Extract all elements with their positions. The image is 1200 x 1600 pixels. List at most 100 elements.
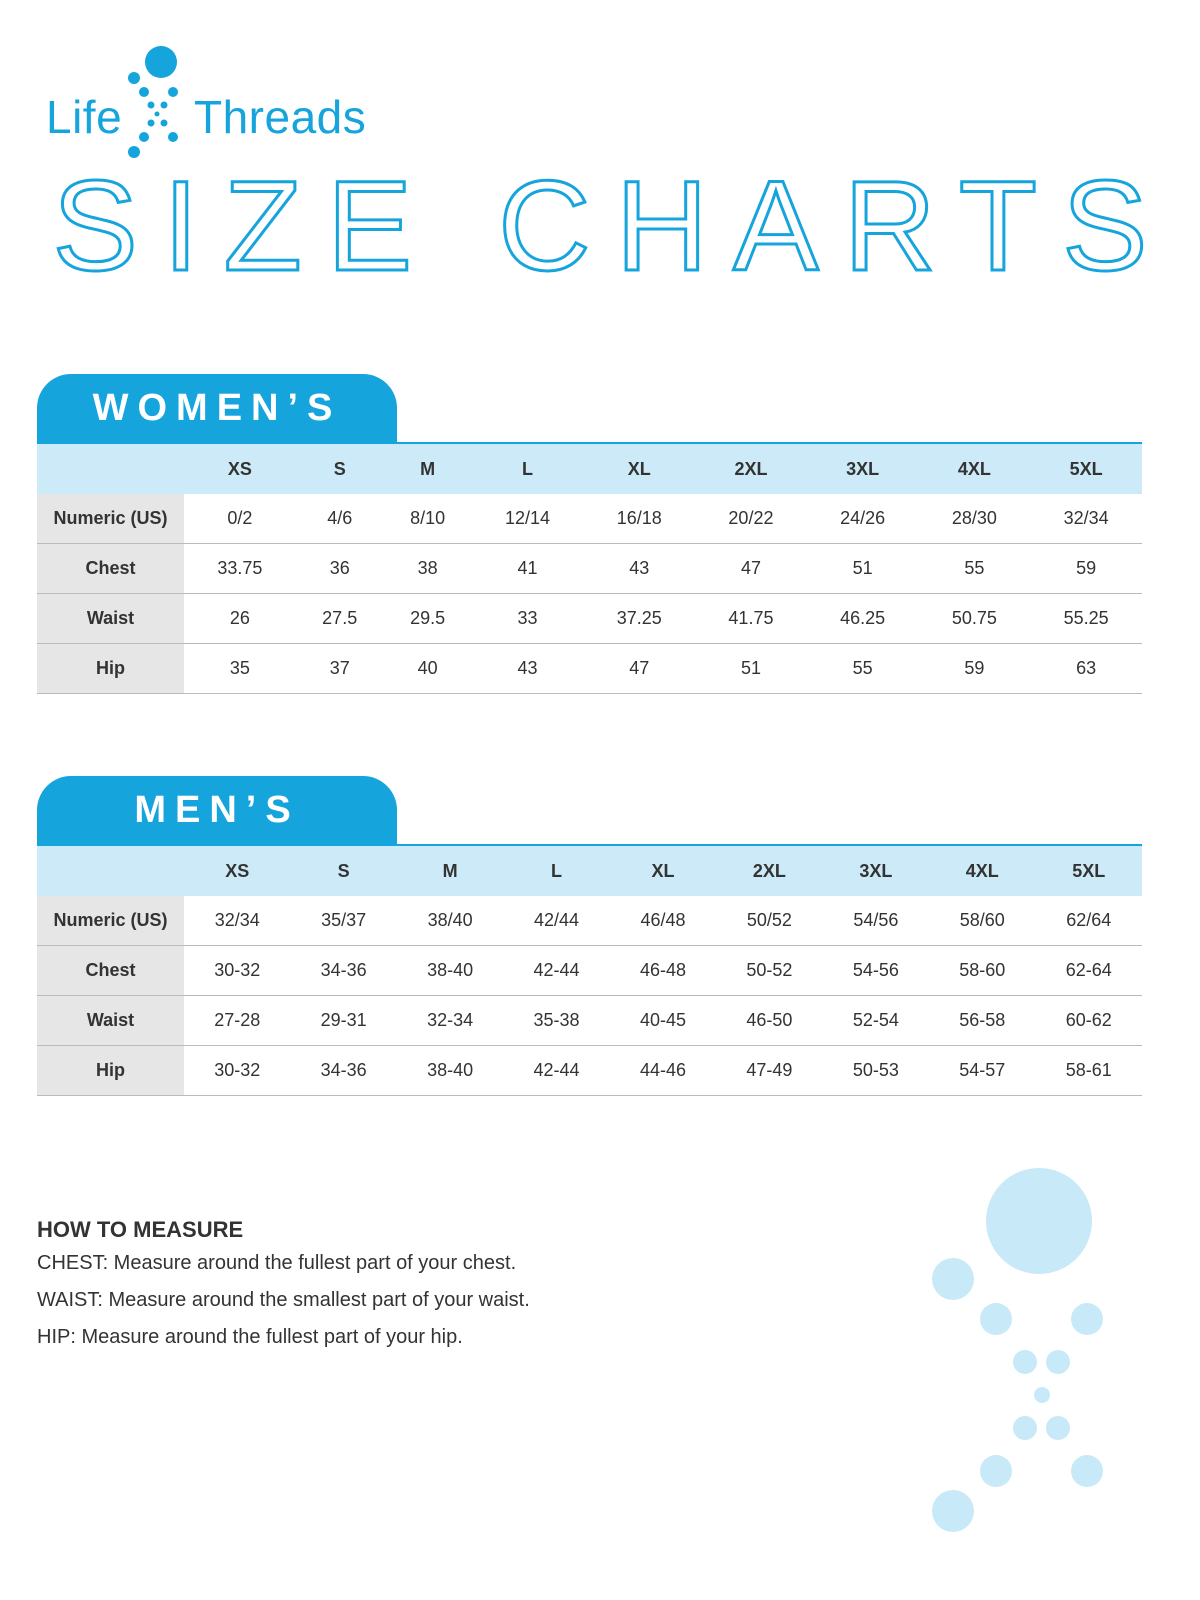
table-row: Hip 30-32 34-36 38-40 42-44 44-46 47-49 50-53 54… — [37, 1045, 1142, 1096]
measurement-cell: 12/14 — [471, 494, 584, 544]
measurement-cell: 37 — [295, 643, 384, 694]
measurement-cell: 50-52 — [716, 945, 823, 996]
measurement-cell: 55 — [918, 543, 1031, 594]
womens-table: XS S M L XL 2XL 3XL 4XL 5XL Numeric (US) 0/2 4/6 8/… — [37, 442, 1142, 694]
measurement-cell: 47 — [583, 643, 696, 694]
table-row: Chest 33.75 36 38 41 43 47 51 55 59 — [37, 543, 1142, 594]
measurement-cell: 59 — [1030, 543, 1142, 594]
size-header: 3XL — [822, 845, 930, 896]
measurement-cell: 42/44 — [503, 896, 610, 946]
size-header: S — [290, 845, 397, 896]
measurement-cell: 27.5 — [295, 593, 384, 644]
row-label: Hip — [37, 1045, 184, 1096]
measurement-cell: 29-31 — [290, 995, 397, 1046]
measurement-cell: 46-48 — [609, 945, 717, 996]
measurement-cell: 38-40 — [396, 945, 504, 996]
measurement-cell: 59 — [918, 643, 1031, 694]
table-row: Chest 30-32 34-36 38-40 42-44 46-48 50-52 54-56… — [37, 945, 1142, 996]
page-title: SIZE CHARTS — [51, 160, 1149, 290]
measurement-cell: 46/48 — [609, 896, 717, 946]
measurement-cell: 36 — [295, 543, 384, 594]
table-row: Hip 35 37 40 43 47 51 55 59 63 — [37, 643, 1142, 694]
row-label: Numeric (US) — [37, 494, 184, 544]
measurement-cell: 27-28 — [184, 995, 291, 1046]
measure-waist: WAIST: Measure around the smallest part … — [37, 1289, 530, 1311]
measurement-cell: 38 — [383, 543, 472, 594]
measurement-cell: 50/52 — [716, 896, 823, 946]
size-header: S — [295, 443, 384, 494]
table-row: Numeric (US) 0/2 4/6 8/10 12/14 16/18 20/22 24/… — [37, 494, 1142, 544]
measurement-cell: 58/60 — [929, 896, 1036, 946]
measurement-cell: 30-32 — [184, 1045, 291, 1096]
measurement-cell: 60-62 — [1035, 995, 1142, 1046]
measurement-cell: 50-53 — [822, 1045, 930, 1096]
measurement-cell: 42-44 — [503, 1045, 610, 1096]
size-header: L — [471, 443, 584, 494]
measurement-cell: 51 — [806, 543, 919, 594]
measurement-cell: 34-36 — [290, 945, 397, 996]
row-label: Chest — [37, 945, 184, 996]
row-label: Hip — [37, 643, 184, 694]
size-header: 2XL — [716, 845, 823, 896]
svg-text:SIZE CHARTS: SIZE CHARTS — [53, 160, 1148, 290]
measurement-cell: 40-45 — [609, 995, 717, 1046]
measurement-cell: 30-32 — [184, 945, 291, 996]
measurement-cell: 37.25 — [583, 593, 696, 644]
measurement-cell: 4/6 — [295, 494, 384, 544]
measurement-cell: 0/2 — [184, 494, 296, 544]
table-row: Numeric (US) 32/34 35/37 38/40 42/44 46/48 50/… — [37, 896, 1142, 946]
measurement-cell: 56-58 — [929, 995, 1036, 1046]
size-header: 4XL — [918, 443, 1031, 494]
measurement-cell: 38-40 — [396, 1045, 504, 1096]
measurement-cell: 58-60 — [929, 945, 1036, 996]
measurement-cell: 41.75 — [695, 593, 807, 644]
measurement-cell: 47 — [695, 543, 807, 594]
size-header: L — [503, 845, 610, 896]
size-header: 2XL — [695, 443, 807, 494]
measurement-cell: 63 — [1030, 643, 1142, 694]
measurement-cell: 47-49 — [716, 1045, 823, 1096]
measurement-cell: 8/10 — [383, 494, 472, 544]
decorative-bubbles-icon — [932, 1168, 1103, 1532]
measurement-cell: 32-34 — [396, 995, 504, 1046]
size-header: XL — [609, 845, 717, 896]
measurement-cell: 54-57 — [929, 1045, 1036, 1096]
size-header: 5XL — [1035, 845, 1142, 896]
measurement-cell: 55.25 — [1030, 593, 1142, 644]
measurement-cell: 24/26 — [806, 494, 919, 544]
row-label: Chest — [37, 543, 184, 594]
measurement-cell: 29.5 — [383, 593, 472, 644]
measurement-cell: 40 — [383, 643, 472, 694]
corner-cell — [37, 845, 184, 896]
size-header: XS — [184, 845, 291, 896]
corner-cell — [37, 443, 184, 494]
size-header: XL — [583, 443, 696, 494]
measurement-cell: 62/64 — [1035, 896, 1142, 946]
measurement-cell: 32/34 — [184, 896, 291, 946]
size-header: M — [396, 845, 504, 896]
measurement-cell: 50.75 — [918, 593, 1031, 644]
row-label: Numeric (US) — [37, 896, 184, 946]
measurement-cell: 28/30 — [918, 494, 1031, 544]
measurement-cell: 54-56 — [822, 945, 930, 996]
measure-chest: CHEST: Measure around the fullest part o… — [37, 1252, 517, 1274]
measurement-cell: 32/34 — [1030, 494, 1142, 544]
measurement-cell: 35-38 — [503, 995, 610, 1046]
measurement-cell: 38/40 — [396, 896, 504, 946]
row-label: Waist — [37, 995, 184, 1046]
measurement-cell: 35/37 — [290, 896, 397, 946]
measurement-cell: 20/22 — [695, 494, 807, 544]
logo-text-threads: Threads — [194, 91, 367, 143]
mens-table: XS S M L XL 2XL 3XL 4XL 5XL Numeric (US) 32/34 35/… — [37, 844, 1142, 1096]
size-header: 4XL — [929, 845, 1036, 896]
measurement-cell: 34-36 — [290, 1045, 397, 1096]
table-row: Waist 26 27.5 29.5 33 37.25 41.75 46.25 50.75 55.… — [37, 593, 1142, 644]
measurement-cell: 35 — [184, 643, 296, 694]
measurement-cell: 33.75 — [184, 543, 296, 594]
size-header: XS — [184, 443, 296, 494]
measurement-cell: 26 — [184, 593, 296, 644]
size-header: M — [383, 443, 472, 494]
logo-text-life: Life — [46, 91, 123, 143]
measurement-cell: 41 — [471, 543, 584, 594]
life-threads-logo: Life Threads — [46, 40, 396, 165]
